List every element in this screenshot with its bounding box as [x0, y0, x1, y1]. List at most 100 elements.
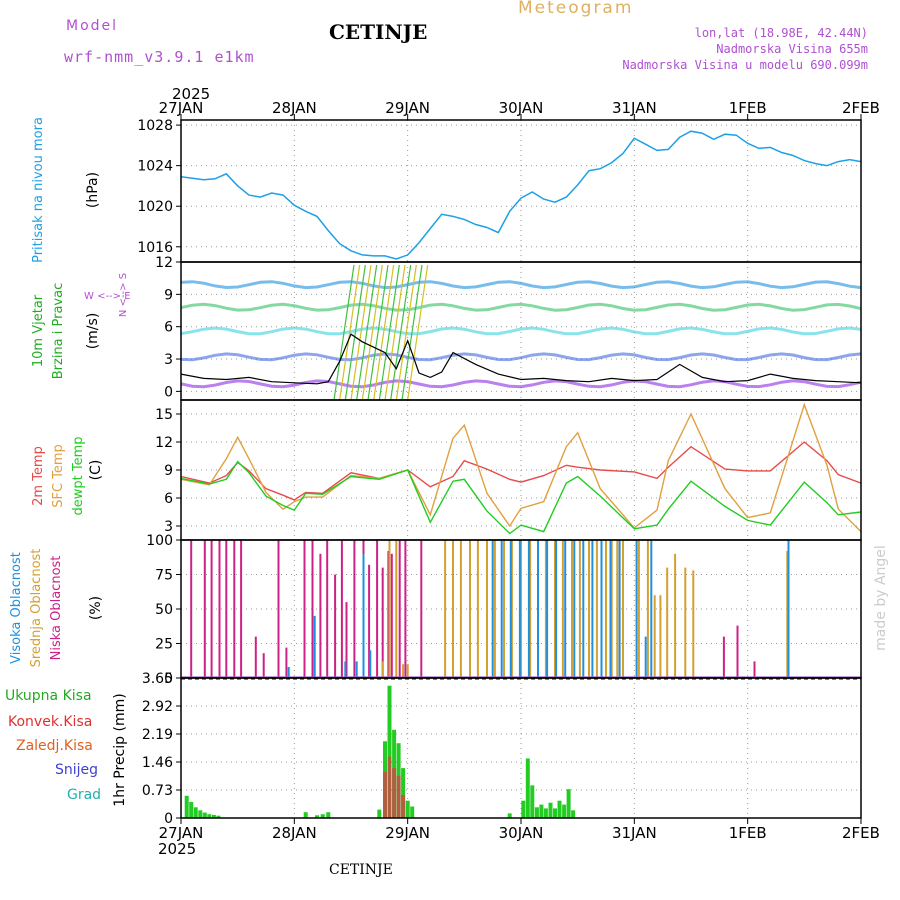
cloud-bar-mid — [381, 661, 384, 678]
cloud-bar-low — [404, 540, 407, 678]
precip-bar-convective — [396, 775, 401, 818]
precip-bar-convective — [387, 756, 392, 818]
cloud-bar-high — [287, 667, 290, 678]
precip-bar-total — [571, 810, 576, 818]
cloud-bar-low — [254, 636, 257, 678]
precip-bar-total — [320, 814, 325, 818]
cloud-bar-low — [420, 540, 423, 678]
cloud-bar-high — [355, 661, 358, 678]
precip-legend-freezing: Zaledj.Kisa — [16, 738, 93, 754]
model-label: Model — [66, 18, 119, 34]
cloud-bar-low — [345, 602, 348, 678]
cloud-bar-mid — [561, 540, 564, 678]
y-tick-label: 12 — [155, 435, 173, 451]
cloud-bar-high — [635, 540, 638, 678]
cloud-bar-mid — [469, 540, 471, 678]
y-tick-label: 25 — [155, 637, 173, 653]
x-tick-label-bottom: 30JAN — [499, 824, 544, 842]
cloud-bar-high — [573, 540, 576, 678]
cloud-bar-low — [277, 540, 280, 678]
mid-cloud-axis-label: Srednja Oblacnost — [29, 549, 44, 668]
cloud-bar-mid — [571, 540, 573, 678]
cloud-bar-low — [381, 567, 384, 678]
temp-line-dew — [180, 460, 862, 535]
cloud-bar-mid — [388, 540, 391, 678]
y-tick-label: 6 — [164, 491, 173, 507]
cloud-bar-high — [555, 540, 558, 678]
cloud-bar-high — [362, 553, 365, 678]
precip-bar-total — [216, 815, 221, 818]
cloud-bar-mid — [666, 567, 669, 678]
dew-axis-label: dewpt Temp — [71, 436, 86, 515]
cloud-bar-mid — [605, 540, 607, 678]
y-tick-label: 3 — [164, 352, 173, 368]
y-tick-label: 3 — [164, 519, 173, 535]
cloud-bar-low — [753, 661, 756, 678]
cloud-bar-mid — [476, 540, 479, 678]
cloud-bar-mid — [616, 540, 619, 678]
y-tick-label: 1016 — [137, 240, 173, 256]
wind-compass-ns: N <--> S — [118, 273, 129, 317]
y-tick-label: 1024 — [137, 159, 173, 175]
precip-bar-total — [387, 685, 392, 818]
cloud-bar-high — [644, 636, 647, 678]
cloud-bar-high — [527, 540, 530, 678]
cloud-bar-low — [311, 540, 314, 678]
cloud-bar-high — [546, 540, 549, 678]
y-tick-label: 0.73 — [142, 783, 173, 799]
cloud-bar-high — [591, 540, 594, 678]
y-tick-label: 9 — [164, 287, 173, 303]
precip-bar-convective — [401, 795, 406, 818]
cloud-bar-low — [736, 625, 739, 678]
precip-bar-total — [189, 801, 194, 818]
wind-storm-stroke — [390, 264, 412, 401]
precip-bar-total — [377, 809, 382, 818]
temp-unit-label: (C) — [88, 460, 104, 481]
wind-storm-stroke — [407, 264, 429, 401]
precip-bar-total — [198, 810, 203, 818]
wind-band — [180, 302, 862, 312]
cloud-bar-high — [618, 540, 621, 678]
cloud-bar-low — [334, 574, 337, 678]
cloud-bar-high — [509, 540, 512, 678]
wind-storm-stroke — [361, 264, 383, 401]
wind-storm-stroke — [356, 264, 378, 401]
precip-bar-total — [202, 812, 207, 818]
y-tick-label: 15 — [155, 407, 173, 423]
wind-storm-band — [333, 264, 429, 401]
cloud-bar-high — [537, 540, 539, 678]
precip-bar-total — [548, 802, 553, 818]
cloud-bar-mid — [459, 540, 462, 678]
wind-band — [180, 379, 862, 389]
cloud-bar-high — [491, 540, 494, 678]
precip-bar-total — [539, 804, 544, 818]
wind-speed-line — [180, 333, 862, 385]
precip-bar-total — [184, 795, 189, 818]
cloud-bar-high — [500, 540, 503, 678]
cloud-bar-mid — [637, 540, 640, 678]
cloud-bar-mid — [659, 595, 662, 678]
wind-storm-stroke — [373, 264, 395, 401]
cloud-bar-mid — [588, 540, 590, 678]
cloud-unit-label: (%) — [88, 596, 104, 620]
cloud-bar-low — [303, 540, 306, 678]
cloud-bar-low — [233, 540, 236, 678]
wind-storm-stroke — [401, 264, 423, 401]
wind-band — [180, 352, 862, 362]
cloud-bar-low — [210, 540, 213, 678]
precip-bar-total — [303, 812, 308, 818]
wind-storm-stroke — [395, 264, 417, 401]
cloud-bar-mid — [646, 540, 649, 678]
temp-line-2m — [180, 441, 862, 501]
wind-band — [180, 280, 862, 290]
y-tick-label: 75 — [155, 568, 173, 584]
x-tick-label-top: 28JAN — [272, 99, 317, 117]
y-tick-label: 1.46 — [142, 755, 173, 771]
pressure-axis-label: Pritisak na nivou mora — [31, 117, 46, 263]
high-cloud-axis-label: Visoka Oblacnost — [9, 552, 24, 664]
precip-bar-total — [405, 800, 410, 818]
wind-storm-stroke — [344, 264, 366, 401]
wind-storm-stroke — [378, 264, 400, 401]
cloud-bar-mid — [402, 664, 405, 678]
